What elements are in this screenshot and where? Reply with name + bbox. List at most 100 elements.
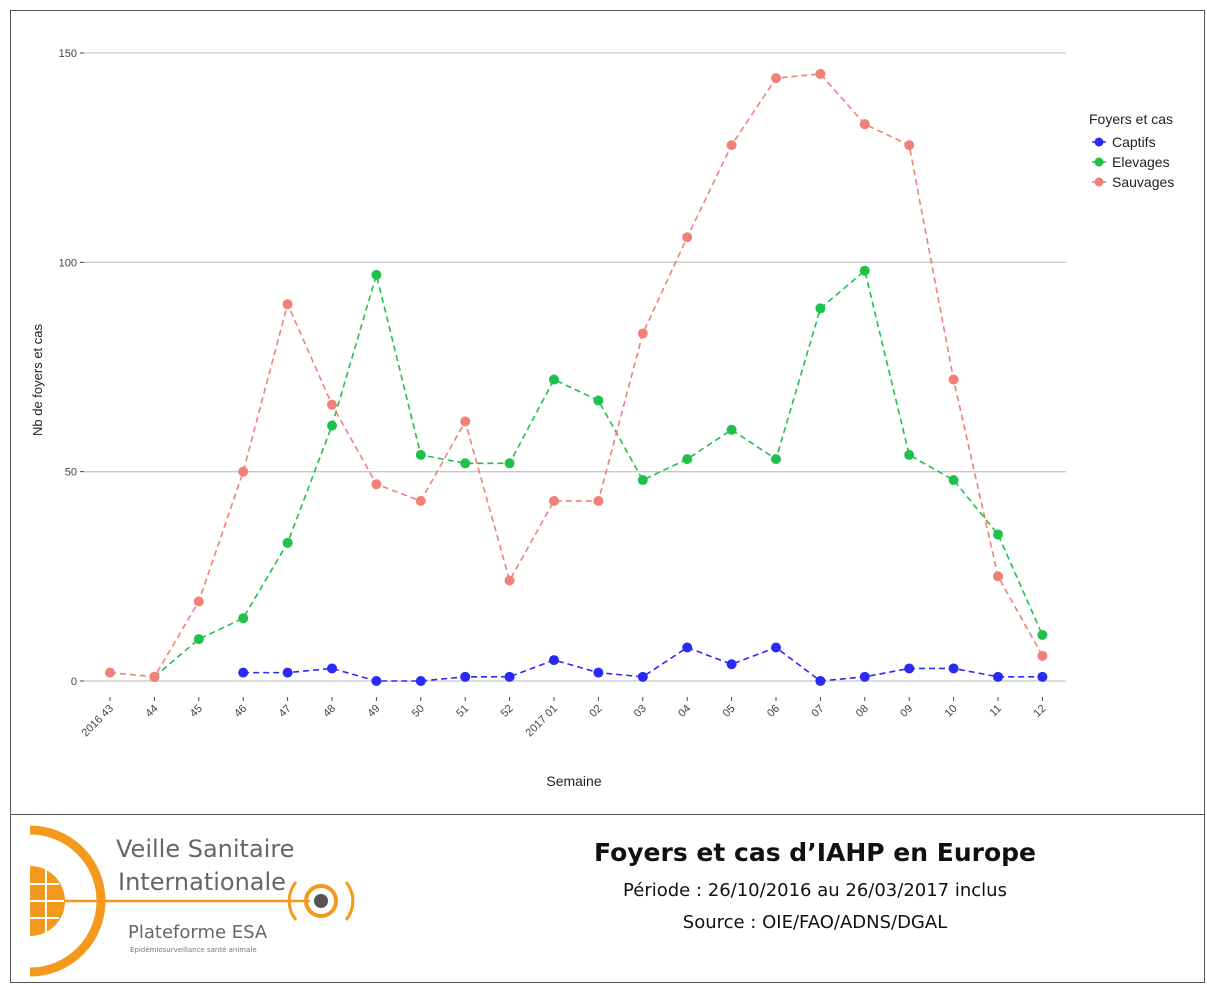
data-point	[193, 596, 204, 607]
data-point	[815, 303, 826, 314]
data-point	[282, 667, 293, 678]
data-point	[815, 68, 826, 79]
data-point	[327, 399, 337, 410]
x-tick-label: 06	[765, 703, 782, 720]
data-point	[682, 642, 693, 653]
x-axis: 2016 43 44 45 46 47 48 49 50 51 52 2017 01 02 03 04 05…	[80, 697, 1049, 739]
data-point	[1037, 671, 1048, 682]
data-point	[859, 119, 870, 130]
data-point	[460, 458, 471, 469]
legend: Foyers et cas Captifs Elevages Sauvages	[1089, 111, 1174, 190]
footer-source: Source : OIE/FAO/ADNS/DGAL	[682, 912, 948, 933]
x-tick-label: 52	[499, 703, 516, 720]
data-point	[549, 495, 559, 506]
series-sauvages	[105, 68, 1048, 682]
footer-divider	[10, 814, 1205, 815]
data-point	[371, 479, 382, 490]
series-line	[153, 269, 1044, 678]
data-point	[415, 676, 426, 686]
data-point	[415, 449, 426, 460]
figure-frame	[10, 10, 1205, 983]
y-tick-label: 50	[65, 467, 77, 479]
y-axis-label: Nb de foyers et cas	[30, 324, 45, 436]
x-tick-label: 51	[454, 703, 471, 720]
data-point	[904, 140, 915, 151]
data-point	[726, 424, 737, 435]
y-tick-label: 0	[71, 676, 77, 688]
logo-line1: Veille Sanitaire	[116, 835, 294, 863]
data-point	[637, 671, 648, 682]
x-tick-label: 10	[943, 703, 960, 720]
data-point	[593, 495, 604, 506]
x-tick-label: 11	[988, 703, 1005, 720]
data-point	[593, 667, 604, 678]
data-point	[993, 671, 1003, 682]
data-point	[327, 420, 337, 431]
x-tick-label: 50	[410, 703, 427, 720]
x-tick-label: 07	[809, 703, 826, 720]
series-line	[109, 73, 1044, 678]
x-tick-label: 49	[365, 703, 382, 720]
x-tick-label: 02	[587, 703, 604, 720]
data-point	[193, 634, 204, 645]
x-tick-label: 05	[721, 703, 738, 720]
data-point	[105, 667, 115, 678]
legend-title: Foyers et cas	[1089, 111, 1173, 127]
data-point	[771, 642, 781, 653]
data-point	[815, 676, 826, 686]
x-tick-label: 44	[143, 703, 160, 720]
x-tick-label: 46	[232, 703, 249, 720]
footer-period: Période : 26/10/2016 au 26/03/2017 inclu…	[623, 880, 1007, 901]
legend-label: Captifs	[1112, 134, 1156, 150]
x-tick-label: 12	[1031, 703, 1048, 720]
data-point	[504, 575, 515, 586]
x-tick-label: 09	[898, 703, 915, 720]
y-axis: 0 50 100 150	[59, 48, 84, 688]
data-point	[637, 475, 648, 486]
logo: Veille Sanitaire Internationale Platefor…	[29, 825, 355, 977]
data-point	[415, 495, 426, 506]
x-tick-label: 03	[632, 703, 649, 720]
legend-label: Sauvages	[1112, 174, 1174, 190]
x-tick-label: 47	[277, 703, 294, 720]
data-point	[993, 529, 1003, 540]
data-point	[149, 671, 160, 682]
data-point	[282, 537, 293, 548]
data-point	[682, 232, 693, 243]
x-tick-label: 2016 43	[80, 703, 117, 740]
legend-label: Elevages	[1112, 154, 1170, 170]
data-point	[993, 571, 1003, 582]
logo-line2: Internationale	[118, 868, 286, 896]
data-point	[327, 663, 337, 674]
data-point	[238, 613, 249, 624]
data-point	[549, 655, 559, 666]
x-tick-label: 48	[321, 703, 338, 720]
data-point	[460, 671, 471, 682]
eye-icon	[287, 881, 355, 921]
data-point	[238, 466, 249, 477]
data-point	[948, 663, 959, 674]
data-point	[238, 667, 249, 678]
data-point	[726, 140, 737, 151]
data-point	[904, 449, 915, 460]
x-tick-label: 45	[188, 703, 205, 720]
footer-title: Foyers et cas d’IAHP en Europe	[594, 838, 1036, 867]
x-axis-label: Semaine	[546, 773, 601, 789]
data-point	[726, 659, 737, 670]
grid	[84, 52, 1066, 682]
data-point	[504, 671, 515, 682]
data-point	[371, 676, 382, 686]
data-point	[904, 663, 915, 674]
series-elevages	[149, 265, 1048, 682]
data-point	[593, 395, 604, 406]
data-point	[1037, 650, 1048, 661]
x-tick-label: 04	[676, 703, 693, 720]
data-point	[682, 454, 693, 465]
data-point	[637, 328, 648, 339]
x-tick-label: 2017 01	[524, 703, 561, 740]
y-tick-label: 100	[59, 257, 77, 269]
data-point	[549, 374, 559, 385]
data-point	[859, 265, 870, 276]
data-point	[371, 269, 382, 280]
